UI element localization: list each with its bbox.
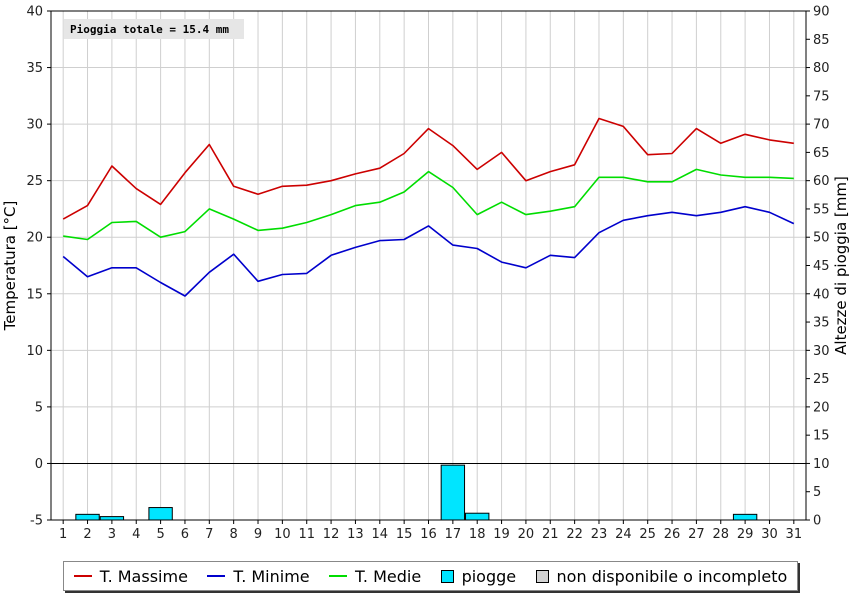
right-tick-label: 10 — [813, 457, 830, 472]
right-axis-ticks: 0 5 10 15 20 25 30 35 40 45 50 55 60 65 70 75 80 85 90 — [806, 5, 830, 529]
left-tick-label: 25 — [26, 174, 43, 189]
x-tick-label: 6 — [181, 527, 189, 542]
rain-bar — [75, 513, 100, 521]
rain-bar — [440, 464, 466, 521]
x-tick-label: 29 — [737, 527, 754, 542]
x-tick-label: 16 — [420, 527, 437, 542]
x-tick-label: 18 — [469, 527, 486, 542]
x-tick-label: 1 — [59, 527, 67, 542]
x-tick-label: 8 — [230, 527, 238, 542]
x-tick-label: 19 — [493, 527, 510, 542]
x-tick-label: 14 — [372, 527, 389, 542]
right-tick-label: 70 — [813, 118, 830, 133]
x-axis-ticks: 1 2 3 4 5 6 7 8 9 10 11 12 13 14 15 16 17 18 19 20 21 22 23 24 2… — [59, 520, 802, 542]
x-tick-label: 2 — [83, 527, 91, 542]
legend-swatch — [329, 575, 348, 577]
x-tick-label: 4 — [132, 527, 140, 542]
total-rain-label: Pioggia totale = 15.4 mm — [70, 23, 229, 36]
left-tick-label: 30 — [26, 118, 43, 133]
legend-swatch — [73, 575, 92, 577]
right-tick-label: 65 — [813, 146, 830, 161]
legend-label: non disponibile o incompleto — [556, 566, 788, 586]
right-tick-label: 5 — [813, 485, 821, 500]
right-tick-label: 45 — [813, 259, 830, 274]
x-tick-label: 23 — [591, 527, 608, 542]
right-tick-label: 30 — [813, 344, 830, 359]
left-tick-label: -5 — [30, 514, 43, 529]
x-tick-label: 3 — [108, 527, 116, 542]
legend-swatch — [207, 575, 226, 577]
rain-bar — [465, 512, 490, 521]
legend-item-t-massime: T. Massime — [73, 566, 188, 586]
rain-bar — [732, 513, 758, 521]
right-tick-label: 90 — [813, 5, 830, 20]
right-tick-label: 85 — [813, 33, 830, 48]
left-tick-label: 10 — [26, 344, 43, 359]
rain-bar — [148, 507, 173, 521]
x-tick-label: 7 — [205, 527, 213, 542]
legend-item-piogge: piogge — [440, 566, 517, 586]
left-tick-label: 20 — [26, 231, 43, 246]
legend-label: piogge — [461, 566, 517, 586]
legend-label: T. Minime — [233, 566, 310, 586]
x-tick-label: 12 — [323, 527, 340, 542]
x-tick-label: 30 — [761, 527, 778, 542]
right-tick-label: 25 — [813, 372, 830, 387]
x-tick-label: 28 — [712, 527, 729, 542]
left-tick-label: 15 — [26, 287, 43, 302]
line-t-massime — [62, 117, 794, 220]
right-tick-label: 55 — [813, 202, 830, 217]
right-tick-label: 20 — [813, 400, 830, 415]
right-tick-label: 40 — [813, 287, 830, 302]
right-tick-label: 75 — [813, 89, 830, 104]
left-tick-label: 35 — [26, 61, 43, 76]
temperature-lines — [62, 117, 795, 297]
left-tick-label: 5 — [35, 400, 43, 415]
left-tick-label: 0 — [35, 457, 43, 472]
total-rain-box — [64, 19, 244, 39]
x-tick-label: 15 — [396, 527, 413, 542]
x-tick-label: 26 — [664, 527, 681, 542]
right-tick-label: 80 — [813, 61, 830, 76]
legend-item-non-disponibile: non disponibile o incompleto — [535, 566, 788, 586]
x-tick-label: 11 — [298, 527, 315, 542]
right-tick-label: 60 — [813, 174, 830, 189]
right-tick-label: 35 — [813, 316, 830, 331]
line-t-minime — [62, 205, 795, 297]
legend-item-t-minime: T. Minime — [207, 566, 310, 586]
right-axis-label: Altezze di pioggia [mm] — [832, 176, 850, 355]
legend-label: T. Medie — [355, 566, 422, 586]
grid — [51, 10, 806, 521]
left-axis-label: Temperatura [°C] — [1, 201, 19, 332]
x-tick-label: 22 — [566, 527, 583, 542]
line-t-medie — [63, 168, 794, 241]
x-tick-label: 27 — [688, 527, 705, 542]
legend-item-t-medie: T. Medie — [329, 567, 421, 586]
left-tick-label: 40 — [26, 5, 43, 20]
x-tick-label: 9 — [254, 527, 262, 542]
x-tick-label: 25 — [639, 527, 656, 542]
x-tick-label: 5 — [156, 527, 164, 542]
rain-bar — [99, 516, 125, 521]
x-tick-label: 20 — [518, 527, 535, 542]
legend-swatch — [535, 569, 549, 583]
x-tick-label: 10 — [274, 527, 291, 542]
right-tick-label: 15 — [813, 429, 830, 444]
right-tick-label: 0 — [813, 514, 821, 529]
legend-swatch — [440, 569, 454, 583]
x-tick-label: 24 — [615, 527, 632, 542]
rain-bars — [75, 464, 758, 521]
x-tick-label: 21 — [542, 527, 559, 542]
x-tick-label: 17 — [445, 527, 462, 542]
right-tick-label: 50 — [813, 231, 830, 246]
x-tick-label: 31 — [786, 527, 803, 542]
x-tick-label: 13 — [347, 527, 364, 542]
legend-label: T. Massime — [99, 566, 188, 586]
legend: T. Massime T. Minime T. Medie piogge non… — [63, 561, 798, 591]
left-axis-ticks: -5 0 5 10 15 20 25 30 35 40 — [26, 5, 51, 529]
